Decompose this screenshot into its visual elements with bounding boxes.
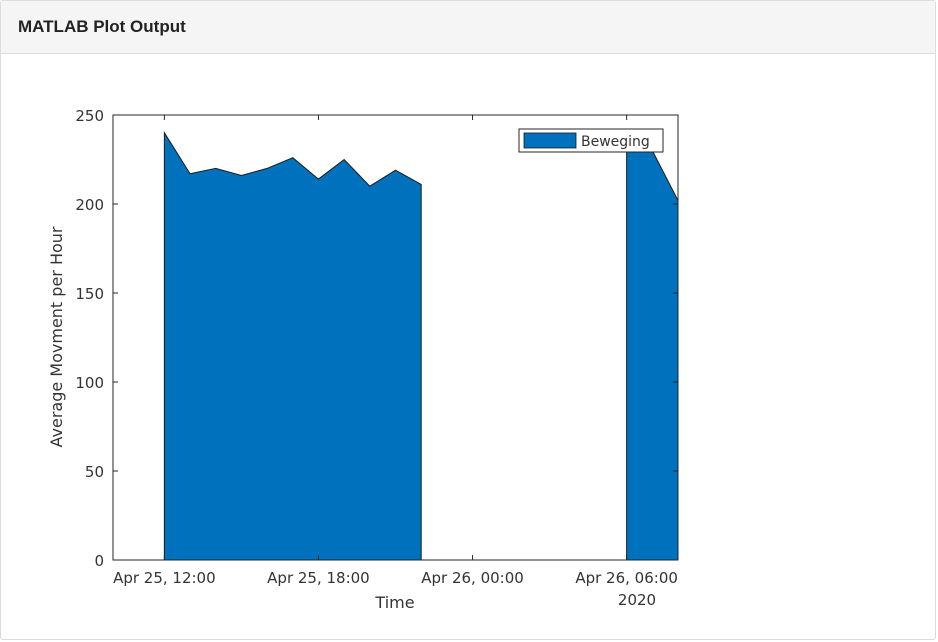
x-tick-label: Apr 25, 12:00 xyxy=(113,569,216,587)
panel-header: MATLAB Plot Output xyxy=(1,1,935,54)
y-axis-label: Average Movment per Hour xyxy=(47,226,66,447)
y-tick-label: 250 xyxy=(75,107,104,125)
y-tick-label: 50 xyxy=(85,463,104,481)
area-chart: Apr 25, 12:00 Apr 25, 18:00 Apr 26, 00:00 A… xyxy=(47,107,679,612)
y-tick-label: 0 xyxy=(94,552,104,570)
axes-box xyxy=(112,114,679,561)
legend: Beweging xyxy=(518,128,664,153)
x-tick-label: Apr 26, 00:00 xyxy=(421,569,524,587)
ticks-layer: Apr 25, 12:00 Apr 25, 18:00 Apr 26, 00:00 A… xyxy=(75,107,678,587)
legend-swatch xyxy=(523,132,577,149)
x-tick-label: Apr 26, 06:00 xyxy=(575,569,678,587)
x-axis-label: Time xyxy=(374,593,414,612)
legend-label: Beweging xyxy=(581,134,650,150)
plot-area: Apr 25, 12:00 Apr 25, 18:00 Apr 26, 00:00 A… xyxy=(0,54,934,642)
x-tick-label: Apr 25, 18:00 xyxy=(267,569,370,587)
area-segment-0-1 xyxy=(626,131,679,561)
y-tick-label: 200 xyxy=(75,196,104,214)
y-tick-label: 100 xyxy=(75,374,104,392)
y-tick-label: 150 xyxy=(75,285,104,303)
area-segment-0-0 xyxy=(163,131,422,561)
x-axis-year-label: 2020 xyxy=(618,591,656,609)
panel-title: MATLAB Plot Output xyxy=(18,17,186,36)
